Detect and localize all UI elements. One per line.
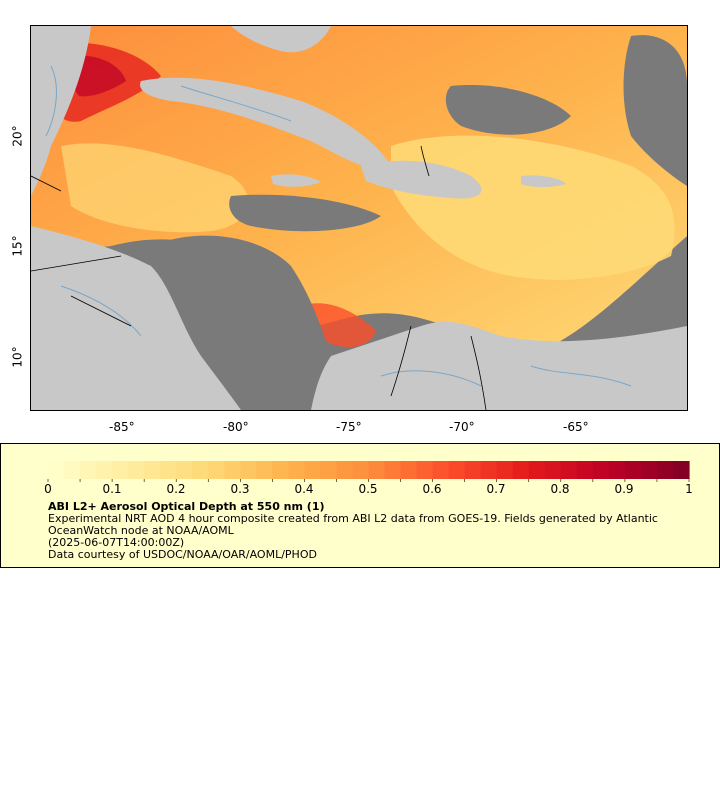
colorbar-step [528, 461, 546, 479]
lon-tick-label: -80° [223, 420, 249, 434]
colorbar-step [240, 461, 257, 479]
colorbar-step [320, 461, 338, 479]
colorbar-tick-label: 0.4 [294, 482, 314, 496]
colorbar-step [64, 461, 81, 479]
legend-title: ABI L2+ Aerosol Optical Depth at 550 nm … [48, 500, 325, 513]
colorbar-tick-label: 0.5 [358, 482, 378, 496]
colorbar-step [112, 461, 129, 479]
land-cuba [140, 77, 391, 169]
colorbar-step [256, 461, 273, 479]
land-puerto-rico [521, 175, 566, 187]
colorbar-step [352, 461, 370, 479]
colorbar-step [272, 461, 289, 479]
colorbar-step [560, 461, 578, 479]
colorbar-step [496, 461, 514, 479]
lat-tick-label: 10° [10, 346, 25, 368]
lon-tick-label: -75° [336, 420, 362, 434]
colorbar-tick-label: 1 [685, 482, 693, 496]
legend-panel: 0 0.1 0.2 0.3 0.4 0.5 0.6 0.7 0.8 0.9 1 … [0, 443, 720, 568]
aod-map [30, 25, 688, 411]
colorbar-tick-label: 0.9 [614, 482, 634, 496]
colorbar-step [144, 461, 161, 479]
colorbar-step [592, 461, 610, 479]
border-lines [31, 145, 487, 410]
land-central-america [31, 226, 241, 410]
lon-tick-label: -85° [109, 420, 135, 434]
land-yucatan [31, 26, 91, 196]
aerosol-field-light [391, 135, 675, 280]
colorbar-step [416, 461, 434, 479]
colorbar-step [176, 461, 193, 479]
colorbar-tick-label: 0.7 [486, 482, 506, 496]
land-florida [231, 26, 331, 53]
colorbar-step [480, 461, 498, 479]
colorbar-step [224, 461, 241, 479]
land-jamaica [271, 174, 321, 187]
colorbar-step [400, 461, 418, 479]
colorbar-step [192, 461, 209, 479]
colorbar-step [304, 461, 322, 479]
lat-tick-label: 20° [10, 125, 25, 147]
colorbar-step [464, 461, 482, 479]
colorbar-step [608, 461, 626, 479]
colorbar-step [96, 461, 113, 479]
land-south-america [311, 321, 687, 410]
colorbar-tick-label: 0.6 [422, 482, 442, 496]
colorbar-step [160, 461, 177, 479]
legend-timestamp: (2025-06-07T14:00:00Z) [48, 536, 185, 549]
legend-text: ABI L2+ Aerosol Optical Depth at 550 nm … [48, 501, 688, 561]
colorbar-step [128, 461, 145, 479]
colorbar-step [288, 461, 305, 479]
cloud-gap-center [445, 85, 571, 135]
colorbar-step [544, 461, 562, 479]
land-hispaniola [361, 160, 482, 199]
colorbar-tick-label: 0.1 [102, 482, 122, 496]
aerosol-high-nw-core [71, 55, 126, 97]
colorbar-step [336, 461, 354, 479]
colorbar [47, 461, 690, 482]
colorbar-step [208, 461, 225, 479]
lat-tick-label: 15° [10, 235, 25, 257]
colorbar-tick-label: 0 [44, 482, 52, 496]
colorbar-step [432, 461, 450, 479]
aerosol-field-light-west [61, 143, 249, 233]
legend-description: Experimental NRT AOD 4 hour composite cr… [48, 512, 658, 537]
aod-map-canvas [31, 26, 687, 410]
colorbar-step [576, 461, 594, 479]
colorbar-step [368, 461, 386, 479]
lon-tick-label: -70° [449, 420, 475, 434]
colorbar-step [512, 461, 530, 479]
lon-tick-label: -65° [563, 420, 589, 434]
river-lines [45, 65, 632, 387]
colorbar-tick-label: 0.8 [550, 482, 570, 496]
cloud-gap-east [623, 35, 687, 186]
colorbar-step [48, 461, 65, 479]
colorbar-tick-label: 0.3 [230, 482, 250, 496]
cloud-gap-mid [229, 194, 381, 232]
colorbar-tick-label: 0.2 [166, 482, 186, 496]
colorbar-step [384, 461, 402, 479]
colorbar-step [448, 461, 466, 479]
colorbar-step [624, 461, 642, 479]
legend-credit: Data courtesy of USDOC/NOAA/OAR/AOML/PHO… [48, 548, 317, 561]
colorbar-step [80, 461, 97, 479]
colorbar-step [656, 461, 674, 479]
colorbar-step [672, 461, 690, 479]
colorbar-step [640, 461, 658, 479]
